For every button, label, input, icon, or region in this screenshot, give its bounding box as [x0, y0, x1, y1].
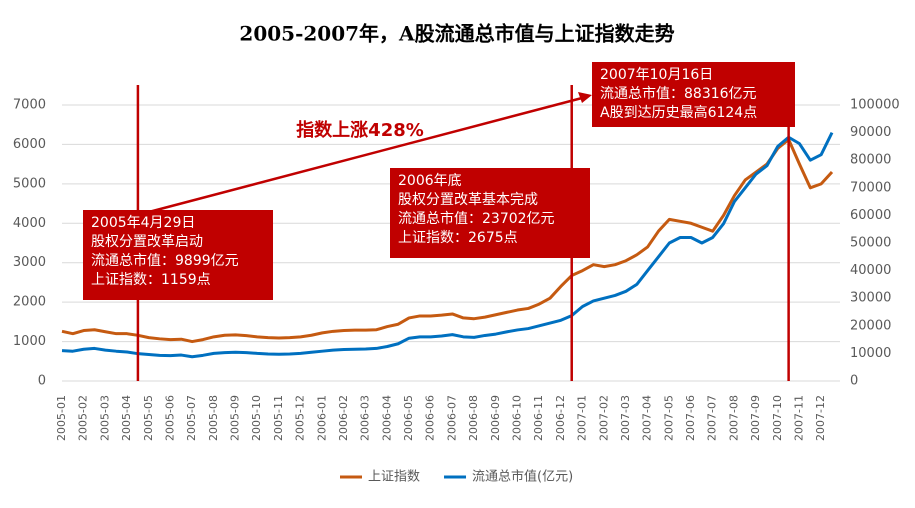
annotation-text: 2007年10月16日: [600, 67, 713, 83]
x-tick-label: 2006-07: [445, 395, 458, 441]
y-tick-label: 4000: [13, 216, 46, 231]
x-tick-label: 2006-09: [489, 395, 502, 441]
x-tick-label: 2007-11: [792, 395, 805, 441]
y-tick-label: 3000: [13, 255, 46, 270]
y-tick-label: 7000: [13, 98, 46, 113]
x-tick-label: 2007-12: [814, 395, 827, 441]
series-line: [61, 131, 834, 359]
x-tick-label: 2006-04: [380, 395, 393, 441]
arrow: [144, 96, 583, 215]
y2-tick-label: 10000: [850, 346, 891, 361]
x-tick-label: 2005-09: [229, 395, 242, 441]
chart-title: 2005-2007年，A股流通总市值与上证指数走势: [239, 22, 674, 46]
x-tick-label: 2007-07: [706, 395, 719, 441]
x-tick-label: 2005-12: [294, 395, 307, 441]
y2-tick-label: 40000: [850, 263, 891, 278]
x-tick-label: 2007-08: [727, 395, 740, 441]
legend-label: 上证指数: [368, 470, 420, 485]
x-tick-label: 2007-01: [576, 395, 589, 441]
x-tick-label: 2007-06: [684, 395, 697, 441]
y2-tick-label: 50000: [850, 236, 891, 251]
x-tick-label: 2005-10: [250, 395, 263, 441]
y-tick-label: 1000: [13, 334, 46, 349]
x-tick-label: 2007-05: [662, 395, 675, 441]
x-tick-label: 2005-03: [98, 395, 111, 441]
annotation-box: [83, 210, 273, 300]
y2-tick-label: 100000: [850, 98, 900, 113]
annotation-text: 上证指数：1159点: [91, 272, 211, 288]
y2-tick-label: 20000: [850, 318, 891, 333]
x-tick-label: 2006-12: [554, 395, 567, 441]
annotation-text: 股权分置改革启动: [91, 234, 203, 250]
x-tick-label: 2007-10: [771, 395, 784, 441]
y-tick-label: 6000: [13, 137, 46, 152]
y-tick-label: 2000: [13, 295, 46, 310]
series-line: [61, 138, 834, 344]
y2-tick-label: 30000: [850, 291, 891, 306]
x-tick-label: 2006-11: [532, 395, 545, 441]
x-tick-label: 2006-01: [315, 395, 328, 441]
x-tick-label: 2006-10: [510, 395, 523, 441]
x-tick-label: 2006-05: [402, 395, 415, 441]
x-tick-label: 2007-03: [619, 395, 632, 441]
x-tick-label: 2005-05: [142, 395, 155, 441]
y2-tick-label: 90000: [850, 125, 891, 140]
annotation-text: 流通总市值：88316亿元: [600, 85, 757, 102]
annotation-text: 流通总市值：23702亿元: [398, 210, 555, 227]
x-tick-label: 2006-03: [359, 395, 372, 441]
annotation-text: 上证指数：2675点: [398, 230, 518, 246]
x-tick-label: 2005-06: [163, 395, 176, 441]
annotation-box: [390, 168, 590, 258]
x-tick-label: 2006-08: [467, 395, 480, 441]
y2-tick-label: 0: [850, 374, 858, 389]
legend-label: 流通总市值(亿元): [472, 469, 573, 485]
x-tick-label: 2005-11: [272, 395, 285, 441]
y-tick-label: 5000: [13, 176, 46, 191]
y2-tick-label: 80000: [850, 153, 891, 168]
annotation-box: [592, 62, 795, 127]
y2-tick-label: 70000: [850, 180, 891, 195]
x-tick-label: 2007-09: [749, 395, 762, 441]
x-tick-label: 2006-06: [424, 395, 437, 441]
arrow-label: 指数上涨428%: [296, 119, 424, 141]
annotation-text: 流通总市值：9899亿元: [91, 252, 239, 269]
x-tick-label: 2007-02: [597, 395, 610, 441]
y-tick-label: 0: [38, 374, 46, 389]
y2-tick-label: 60000: [850, 208, 891, 223]
x-tick-label: 2007-04: [641, 395, 654, 441]
annotation-text: 2005年4月29日: [91, 215, 195, 231]
x-tick-label: 2005-01: [55, 395, 68, 441]
annotation-text: A股到达历史最高6124点: [600, 104, 757, 121]
x-tick-label: 2006-02: [337, 395, 350, 441]
arrow-head: [578, 92, 592, 103]
annotation-text: 股权分置改革基本完成: [398, 191, 538, 208]
x-tick-label: 2005-08: [207, 395, 220, 441]
x-tick-label: 2005-07: [185, 395, 198, 441]
x-tick-label: 2005-02: [77, 395, 90, 441]
x-tick-label: 2005-04: [120, 395, 133, 441]
annotation-text: 2006年底: [398, 173, 462, 189]
